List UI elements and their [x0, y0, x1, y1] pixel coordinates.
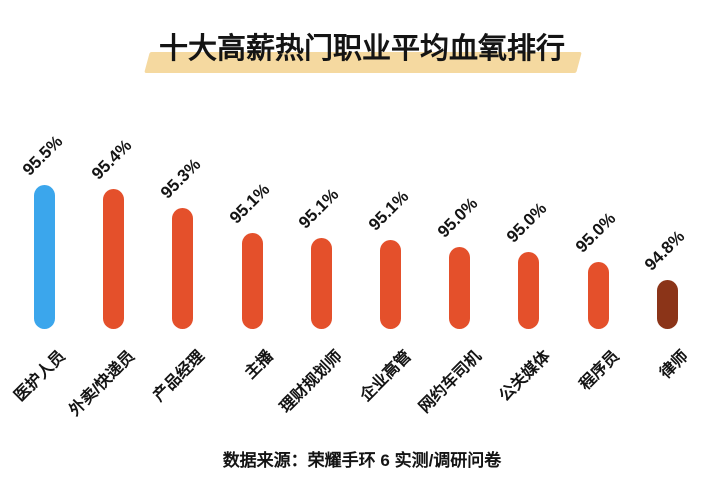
bar-value-label: 94.8% [641, 226, 689, 275]
bar-value-label: 95.5% [18, 131, 66, 180]
bar [172, 208, 194, 329]
bar-category-label: 企业高管 [357, 347, 416, 405]
bar-value-label: 95.1% [295, 184, 343, 233]
page-title: 十大高薪热门职业平均血氧排行 [144, 31, 582, 73]
bar [587, 262, 609, 329]
bar-category-label: 产品经理 [150, 347, 208, 405]
bar-value-label: 95.1% [364, 186, 412, 235]
bar [34, 185, 55, 329]
bar-category-label: 程序员 [576, 347, 623, 394]
bar [310, 238, 332, 329]
bar-category-label: 律师 [657, 347, 693, 383]
bar [103, 189, 125, 329]
bar-category-label: 公关媒体 [496, 347, 554, 405]
bar-category-label: 主播 [242, 347, 277, 383]
bar-category-label: 外卖/快递员 [66, 347, 139, 420]
bar [449, 247, 471, 329]
bar-category-label: 网约车司机 [415, 347, 485, 417]
bar-value-label: 95.4% [87, 135, 136, 184]
bar [656, 280, 678, 329]
bar-value-label: 95.1% [225, 179, 274, 228]
bar-value-label: 95.0% [502, 198, 551, 247]
title-area: 十大高薪热门职业平均血氧排行 [0, 31, 724, 73]
title-highlight-stroke [144, 52, 582, 73]
bar [241, 233, 263, 329]
bar-value-label: 95.3% [156, 154, 205, 203]
bar [518, 252, 540, 329]
bar [380, 240, 401, 329]
bar-value-label: 95.0% [433, 193, 482, 242]
bar-category-label: 理财规划师 [277, 347, 347, 417]
data-source-note: 数据来源：荣耀手环 6 实测/调研问卷 [222, 451, 502, 470]
bar-category-label: 医护人员 [11, 347, 70, 405]
bar-value-label: 95.0% [571, 208, 620, 257]
